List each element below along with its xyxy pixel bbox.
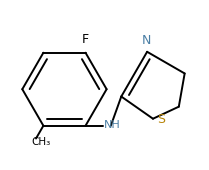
Text: F: F <box>82 33 89 46</box>
Text: N: N <box>141 33 151 47</box>
Text: NH: NH <box>104 120 121 130</box>
Text: CH₃: CH₃ <box>32 137 51 147</box>
Text: S: S <box>158 113 166 126</box>
